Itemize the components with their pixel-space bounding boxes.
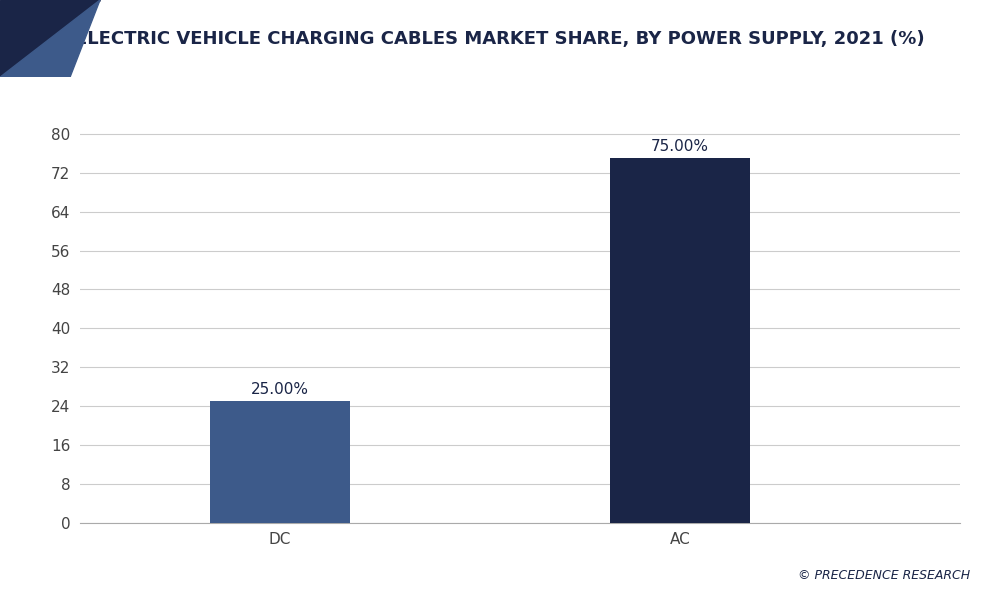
Text: © PRECEDENCE RESEARCH: © PRECEDENCE RESEARCH [798, 569, 970, 582]
Bar [210, 401, 350, 523]
Polygon shape [0, 0, 100, 77]
Polygon shape [0, 0, 100, 77]
Text: ELECTRIC VEHICLE CHARGING CABLES MARKET SHARE, BY POWER SUPPLY, 2021 (%): ELECTRIC VEHICLE CHARGING CABLES MARKET … [75, 30, 925, 48]
Text: 25.00%: 25.00% [251, 383, 309, 397]
Text: 75.00%: 75.00% [651, 140, 709, 154]
Bar [610, 158, 750, 523]
